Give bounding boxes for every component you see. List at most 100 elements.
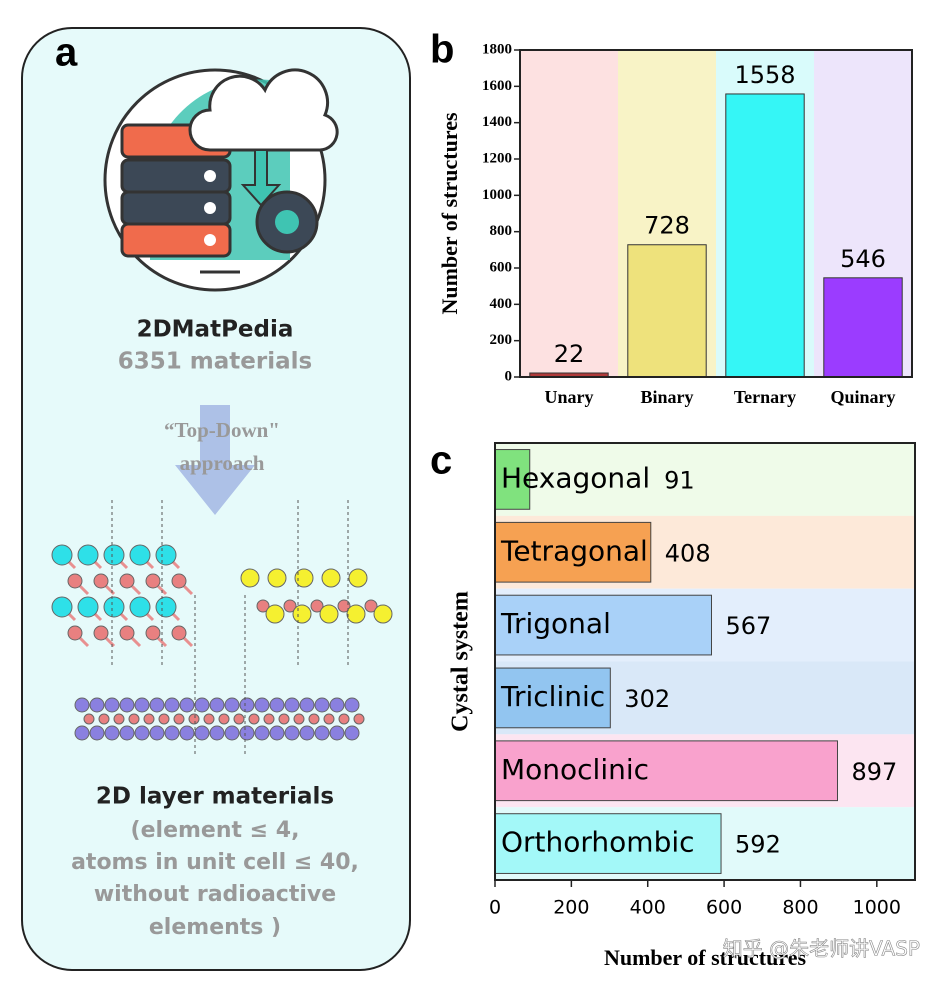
bar xyxy=(494,667,611,729)
value-label: 22 xyxy=(554,340,585,368)
watermark: 知乎 @朱老师讲VASP xyxy=(723,937,920,961)
atom xyxy=(278,713,290,725)
atom xyxy=(338,713,350,725)
category-label: Monoclinic xyxy=(501,753,649,786)
atom xyxy=(263,713,275,725)
atom xyxy=(283,599,297,613)
value-label: 408 xyxy=(665,539,711,567)
plot-frame xyxy=(494,442,916,881)
atom xyxy=(319,604,339,624)
atom xyxy=(308,713,320,725)
criteria: atoms in unit cell ≤ 40, xyxy=(71,850,359,875)
atom xyxy=(128,713,140,725)
atom xyxy=(149,697,165,713)
atom xyxy=(239,697,255,713)
database-name: 2DMatPedia xyxy=(137,317,294,343)
atom xyxy=(265,604,285,624)
atom xyxy=(129,544,151,566)
atom xyxy=(218,713,230,725)
atom xyxy=(164,725,180,741)
method: “Top-Down" xyxy=(164,418,280,442)
x-tick-label: Ternary xyxy=(734,387,796,407)
panel-a: a 2DMatPedia 6351 materials “Top-Down" a… xyxy=(21,27,411,971)
atom xyxy=(188,713,200,725)
criteria: elements ) xyxy=(149,915,281,940)
atom xyxy=(299,725,315,741)
y-tick-label: 1200 xyxy=(482,150,512,166)
y-tick-label: 1600 xyxy=(482,78,512,94)
value-label: 302 xyxy=(624,685,670,713)
x-tick-label: 0 xyxy=(489,897,501,919)
atom xyxy=(173,713,185,725)
x-tick-label: Quinary xyxy=(830,387,895,407)
value-label: 592 xyxy=(735,831,781,859)
method: approach xyxy=(180,451,265,475)
category-label: Orthorhombic xyxy=(501,826,695,859)
criteria: without radioactive xyxy=(94,882,336,907)
category-label: Triclinic xyxy=(500,680,605,713)
atom xyxy=(67,573,83,589)
x-axis-label: Number of structures xyxy=(604,945,806,970)
atom xyxy=(353,713,365,725)
atom xyxy=(83,713,95,725)
atom xyxy=(77,596,99,618)
atom xyxy=(209,725,225,741)
y-tick-label: 1400 xyxy=(482,114,512,130)
atom xyxy=(248,713,260,725)
atom xyxy=(93,625,109,641)
atom xyxy=(310,599,324,613)
atom xyxy=(158,713,170,725)
atom xyxy=(267,568,287,588)
criteria: (element ≤ 4, xyxy=(131,818,300,843)
atom xyxy=(145,573,161,589)
x-tick-label: 600 xyxy=(706,897,742,919)
atom xyxy=(164,697,180,713)
y-tick-label: 800 xyxy=(490,223,513,239)
atom xyxy=(209,697,225,713)
atom xyxy=(103,596,125,618)
atom xyxy=(89,697,105,713)
atom xyxy=(51,544,73,566)
atom xyxy=(171,573,187,589)
atom xyxy=(143,713,155,725)
category-band xyxy=(495,443,915,516)
atom xyxy=(329,725,345,741)
value-label: 1558 xyxy=(734,61,795,89)
atom xyxy=(93,573,109,589)
x-tick-label: 800 xyxy=(782,897,818,919)
panel-label: a xyxy=(55,31,78,75)
atom xyxy=(233,713,245,725)
atom xyxy=(344,725,360,741)
atom xyxy=(323,713,335,725)
structure-illustration xyxy=(51,500,393,755)
category-label: Trigonal xyxy=(500,607,611,640)
atom xyxy=(89,725,105,741)
category-label: Hexagonal xyxy=(501,461,650,494)
atom xyxy=(203,713,215,725)
atom xyxy=(364,599,378,613)
atom xyxy=(314,697,330,713)
category-band xyxy=(520,50,618,377)
atom xyxy=(67,625,83,641)
atom xyxy=(254,697,270,713)
atom xyxy=(314,725,330,741)
atom xyxy=(299,697,315,713)
x-tick-label: 200 xyxy=(553,897,589,919)
panel-label: c xyxy=(430,439,452,483)
atom xyxy=(171,625,187,641)
y-tick-label: 1800 xyxy=(482,41,512,57)
category-label: Tetragonal xyxy=(500,534,648,567)
atom xyxy=(98,713,110,725)
atom xyxy=(149,725,165,741)
atom xyxy=(293,713,305,725)
y-tick-label: 1000 xyxy=(482,187,512,203)
bar xyxy=(725,93,805,378)
atom xyxy=(284,697,300,713)
atom xyxy=(329,697,345,713)
atom xyxy=(134,697,150,713)
atom xyxy=(119,725,135,741)
atom xyxy=(77,544,99,566)
atom xyxy=(269,725,285,741)
y-tick-label: 0 xyxy=(505,368,513,384)
